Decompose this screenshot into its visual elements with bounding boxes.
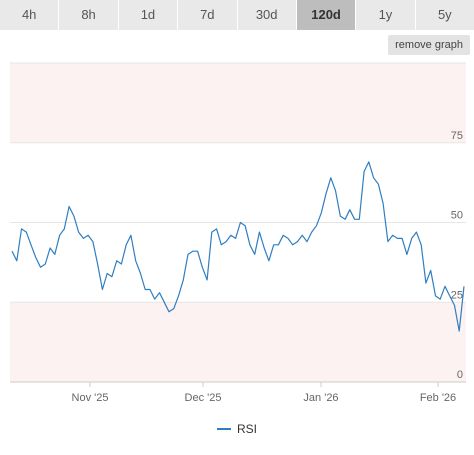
tab-7d[interactable]: 7d xyxy=(178,0,238,30)
tab-1y[interactable]: 1y xyxy=(356,0,416,30)
timeframe-tabs: 4h 8h 1d 7d 30d 120d 1y 5y xyxy=(0,0,474,30)
x-tick-label: Jan '26 xyxy=(303,392,338,404)
tab-5y[interactable]: 5y xyxy=(415,0,474,30)
chart-legend[interactable]: RSI xyxy=(0,421,474,437)
rsi-series-line xyxy=(11,161,465,332)
legend-label: RSI xyxy=(236,422,257,436)
x-tick-label: Dec '25 xyxy=(185,392,222,404)
y-tick-label: 75 xyxy=(451,130,463,142)
tab-120d[interactable]: 120d xyxy=(296,0,357,30)
tab-4h[interactable]: 4h xyxy=(0,0,60,30)
y-tick-label: 25 xyxy=(451,289,463,301)
tab-30d[interactable]: 30d xyxy=(237,0,297,30)
y-tick-label: 0 xyxy=(457,369,463,381)
remove-graph-button[interactable]: remove graph xyxy=(388,35,470,55)
tab-8h[interactable]: 8h xyxy=(59,0,119,30)
oversold-band xyxy=(10,302,466,382)
overbought-band xyxy=(10,63,466,143)
x-tick-label: Nov '25 xyxy=(72,392,109,404)
x-tick-label: Feb '26 xyxy=(420,392,456,404)
tab-1d[interactable]: 1d xyxy=(118,0,179,30)
y-tick-label: 50 xyxy=(451,210,463,222)
legend-swatch xyxy=(216,428,231,430)
